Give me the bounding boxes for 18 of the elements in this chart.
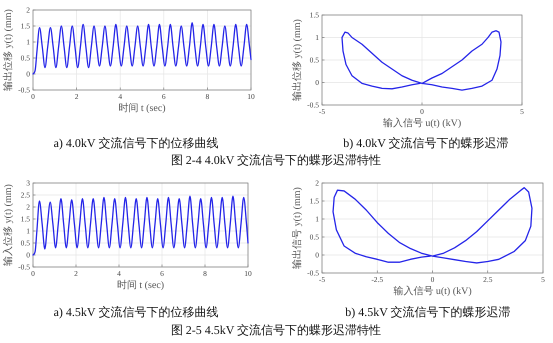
text: a) 4.5kV 交流信号下的位移曲线 [54, 305, 218, 319]
x-axis-title: 输入信号 u(t) (kV) [393, 285, 472, 297]
line-series [332, 187, 533, 264]
line-series [32, 22, 252, 75]
x-axis-title: 输入信号 u(t) (kV) [382, 117, 462, 129]
text: b) 4.0kV 交流信号下的蝶形迟滞 [343, 136, 509, 150]
y-axis-title: 输入位移 y(t) (mm) [2, 184, 14, 266]
line-series [341, 30, 502, 91]
y-axis-title: 输出信号 y(t) (mm) [291, 187, 303, 269]
y-axis-title: 输出位移 y(t) (mm) [291, 19, 303, 101]
caption: 图 2-5 4.5kV 交流信号下的蝶形迟滞特性 [170, 323, 382, 337]
y-axis-title: 输出位移 y(t) (mm) [2, 9, 14, 91]
text: b) 4.5kV 交流信号下的蝶形迟滞 [345, 305, 511, 319]
x-axis-title: 时间 t (sec) [118, 102, 166, 114]
caption: 图 2-4 4.0kV 交流信号下的蝶形迟滞特性 [170, 153, 382, 167]
line-series [32, 196, 249, 256]
text: a) 4.0kV 交流信号下的位移曲线 [54, 136, 218, 150]
x-axis-title: 时间 t (sec) [116, 279, 164, 291]
